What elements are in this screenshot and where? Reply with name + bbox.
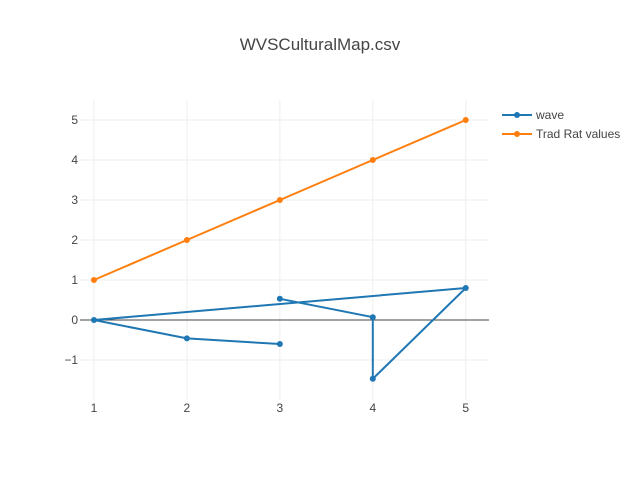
y-tick-label: −1 [64,353,78,367]
data-point[interactable] [369,314,376,321]
y-tick-label: 2 [71,233,78,247]
x-tick-label: 4 [369,401,376,415]
data-point[interactable] [462,285,469,291]
x-tick-label: 3 [277,401,284,415]
y-tick-label: 3 [71,193,78,207]
y-tick-label: 4 [71,153,78,167]
data-point[interactable] [462,117,469,123]
y-tick-label: 5 [71,113,78,127]
data-point[interactable] [369,375,376,382]
legend[interactable]: wave Trad Rat values [502,108,620,141]
data-point[interactable] [276,341,283,347]
y-tick-label: 1 [71,273,78,287]
legend-item[interactable]: Trad Rat values [502,127,620,141]
data-point[interactable] [90,317,97,323]
data-point[interactable] [369,157,376,163]
legend-marker [514,131,520,137]
gridlines [80,100,489,400]
data-point[interactable] [183,335,190,342]
legend-item[interactable]: wave [502,108,564,122]
legend-label: wave [535,108,564,122]
legend-label: Trad Rat values [536,127,620,141]
axis-ticks: 1 2 3 4 5 5 4 3 2 1 0 −1 [64,113,469,415]
data-point[interactable] [276,197,283,203]
legend-marker [514,112,520,118]
data-point[interactable] [276,295,283,302]
data-point[interactable] [183,237,190,243]
chart-title: WVSCulturalMap.csv [240,35,401,54]
x-tick-label: 2 [184,401,191,415]
data-point[interactable] [90,277,97,283]
x-tick-label: 1 [91,401,98,415]
x-tick-label: 5 [462,401,469,415]
y-tick-label: 0 [71,313,78,327]
plot-area [90,117,469,382]
